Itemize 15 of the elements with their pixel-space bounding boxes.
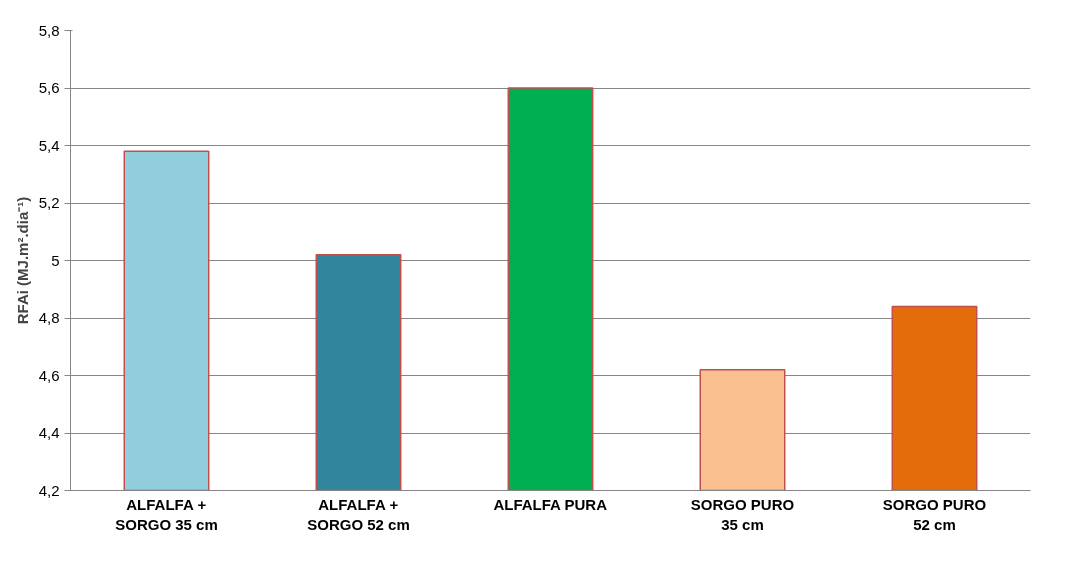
- y-axis-title: RFAi (MJ.m².dia⁻¹): [13, 196, 31, 325]
- y-tick-label: 5,8: [38, 21, 60, 39]
- x-tick-label: ALFALFA + SORGO 35 cm: [115, 495, 218, 533]
- y-tick-label: 5,6: [38, 79, 60, 96]
- x-tick-label: ALFALFA PURA: [493, 495, 608, 513]
- y-tick-label: 4,6: [38, 366, 60, 384]
- y-tick-label: 4,4: [38, 424, 60, 441]
- y-tick-label: 5,2: [38, 194, 60, 211]
- y-tick-label: 4,8: [38, 309, 60, 326]
- y-tick-label: 4,2: [38, 481, 60, 499]
- y-tick-label: 5: [51, 251, 60, 269]
- x-tick-label: SORGO PURO 52 cm: [882, 495, 987, 533]
- y-tick-label: 5,4: [38, 136, 60, 154]
- x-tick-label: SORGO PURO 35 cm: [690, 495, 795, 533]
- x-tick-label: ALFALFA + SORGO 52 cm: [307, 495, 410, 533]
